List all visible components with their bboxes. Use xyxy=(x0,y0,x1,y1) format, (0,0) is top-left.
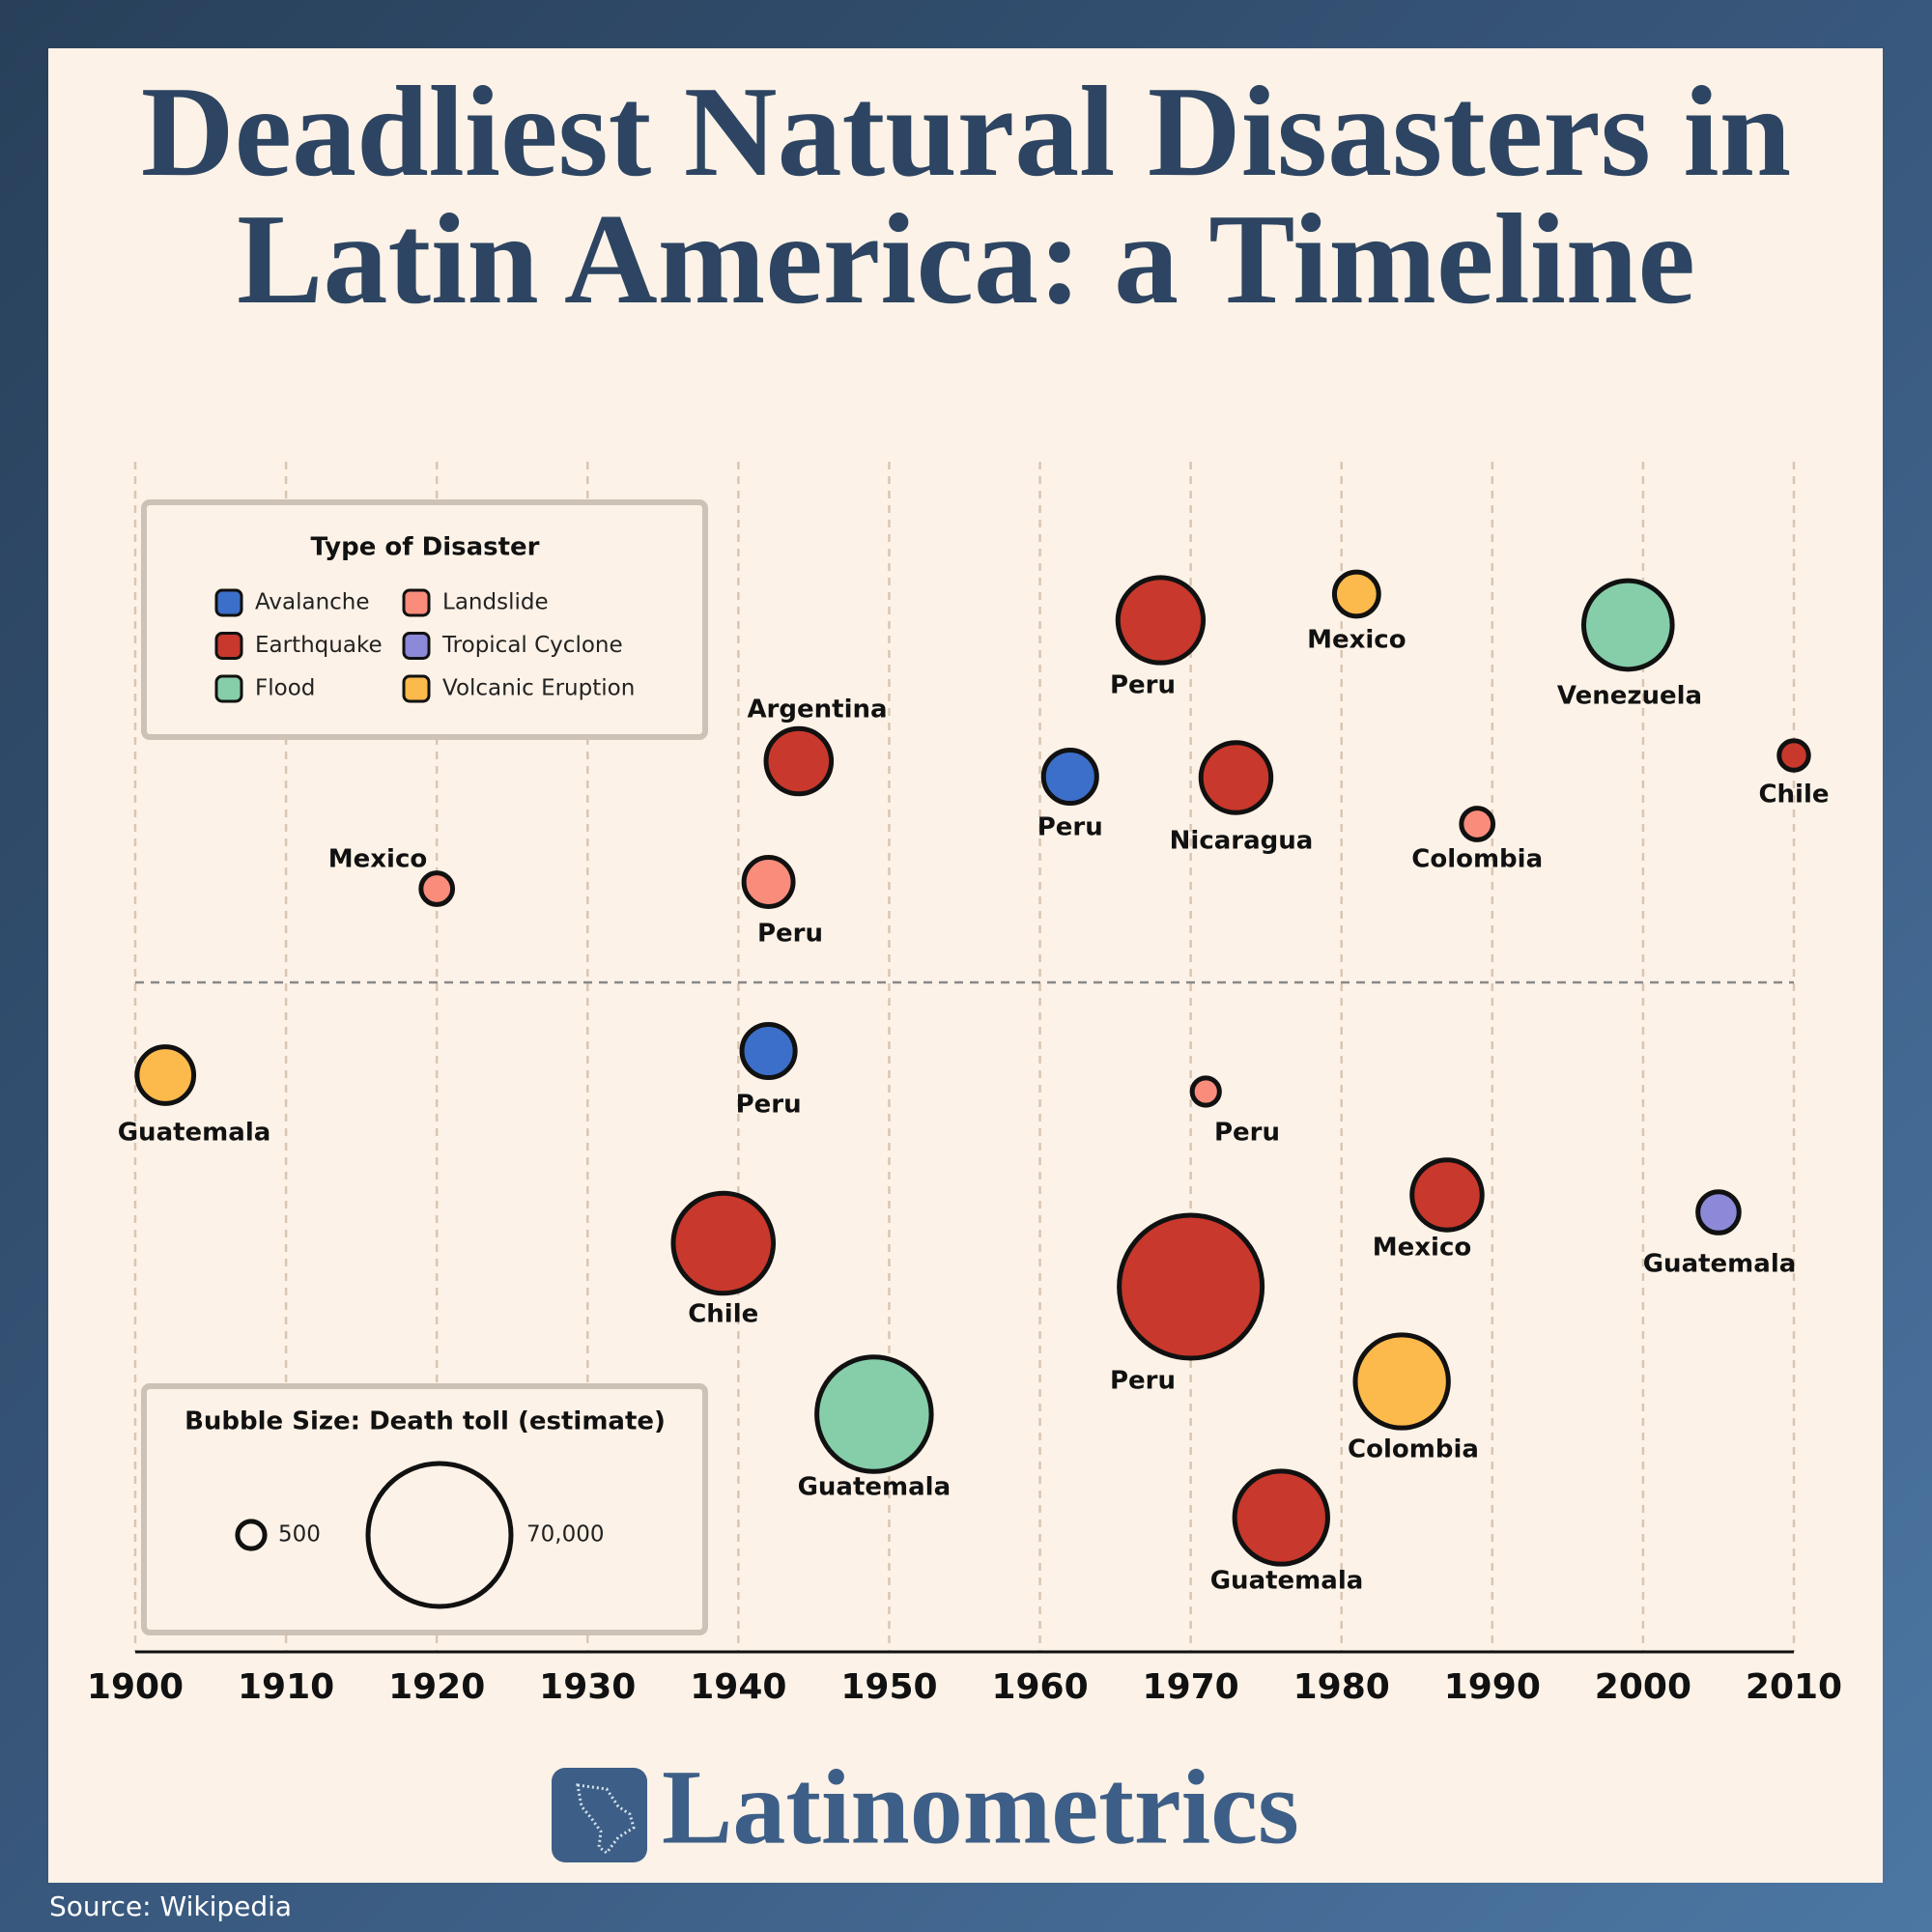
bubble-label: Guatemala xyxy=(1210,1567,1364,1596)
legend-label: Volcanic Eruption xyxy=(442,676,635,701)
bubble xyxy=(763,725,835,797)
legend-box xyxy=(141,499,708,740)
bubble-label: Guatemala xyxy=(798,1473,952,1502)
bubble-label: Argentina xyxy=(747,696,887,724)
logo-map xyxy=(576,1783,636,1856)
bubble-label: Guatemala xyxy=(1643,1250,1797,1279)
x-tick-label: 1980 xyxy=(1293,1667,1390,1707)
size-legend-title: Bubble Size: Death toll (estimate) xyxy=(185,1407,666,1436)
legend-label: Tropical Cyclone xyxy=(441,633,623,658)
size-legend-bubble xyxy=(365,1461,514,1609)
bubble xyxy=(814,1354,934,1474)
size-legend-label: 70,000 xyxy=(526,1522,604,1548)
size-legend-label: 500 xyxy=(278,1522,321,1548)
size-legend-bubble xyxy=(235,1519,268,1551)
legend-label: Flood xyxy=(255,676,315,701)
legend-title: Type of Disaster xyxy=(311,533,540,562)
bubble-label: Nicaragua xyxy=(1170,827,1314,856)
bubble xyxy=(739,1021,798,1081)
bubble-label: Peru xyxy=(1214,1119,1280,1148)
bubble-label: Peru xyxy=(757,920,823,949)
bubble xyxy=(1580,578,1675,672)
legend-swatch xyxy=(402,588,431,617)
bubble xyxy=(418,870,456,907)
bubble-label: Peru xyxy=(1110,671,1176,700)
x-tick-label: 1930 xyxy=(539,1667,636,1707)
bubble xyxy=(741,855,796,909)
bubble xyxy=(1331,569,1381,619)
bubble-label: Venezuela xyxy=(1557,682,1702,711)
bubble xyxy=(1409,1157,1485,1233)
bubble-label: Peru xyxy=(736,1091,802,1120)
bubble xyxy=(1352,1332,1451,1431)
bubble-label: Colombia xyxy=(1411,845,1543,874)
logo xyxy=(552,1768,647,1862)
legend-swatch xyxy=(214,588,243,617)
bubble xyxy=(1695,1189,1742,1236)
bubble-label: Colombia xyxy=(1348,1435,1479,1464)
x-tick-label: 1940 xyxy=(690,1667,786,1707)
x-tick-label: 1910 xyxy=(238,1667,334,1707)
legend-swatch xyxy=(214,674,243,703)
bubble xyxy=(1198,740,1274,815)
legend-label: Avalanche xyxy=(255,590,370,615)
bubble xyxy=(1040,747,1099,807)
bubble-label: Mexico xyxy=(1373,1234,1471,1263)
x-tick-label: 2000 xyxy=(1595,1667,1691,1707)
bubble xyxy=(1117,1212,1265,1361)
bubble-label: Peru xyxy=(1037,813,1103,842)
x-tick-label: 1900 xyxy=(87,1667,184,1707)
bubble xyxy=(670,1190,777,1296)
legend-swatch xyxy=(402,632,431,660)
size-legend-box xyxy=(141,1383,708,1635)
bubble-label: Mexico xyxy=(1307,626,1406,655)
legend-swatch xyxy=(402,674,431,703)
legend-label: Landslide xyxy=(442,590,549,615)
bubble xyxy=(1459,806,1496,842)
brand: Latinometrics xyxy=(662,1747,1299,1865)
bubble xyxy=(1232,1468,1330,1567)
bubble-label: Chile xyxy=(688,1300,758,1329)
bubble-label: Peru xyxy=(1110,1367,1176,1396)
x-tick-label: 1960 xyxy=(991,1667,1088,1707)
bubble xyxy=(1189,1075,1222,1108)
bubble xyxy=(1115,575,1207,666)
x-tick-label: 2010 xyxy=(1746,1667,1842,1707)
bubble-label: Guatemala xyxy=(118,1119,271,1148)
x-tick-label: 1920 xyxy=(388,1667,485,1707)
title: Deadliest Natural Disasters in Latin Ame… xyxy=(140,60,1792,330)
bubble-label: Mexico xyxy=(328,845,427,874)
logo-square xyxy=(552,1768,647,1862)
x-tick-label: 1970 xyxy=(1143,1667,1239,1707)
bubble xyxy=(134,1044,197,1106)
source: Source: Wikipedia xyxy=(49,1890,292,1922)
legend-swatch xyxy=(214,632,243,660)
legend-label: Earthquake xyxy=(255,633,383,658)
bubble-label: Chile xyxy=(1758,781,1829,810)
bubble xyxy=(1776,738,1811,773)
x-tick-label: 1990 xyxy=(1444,1667,1541,1707)
x-tick-label: 1950 xyxy=(840,1667,937,1707)
